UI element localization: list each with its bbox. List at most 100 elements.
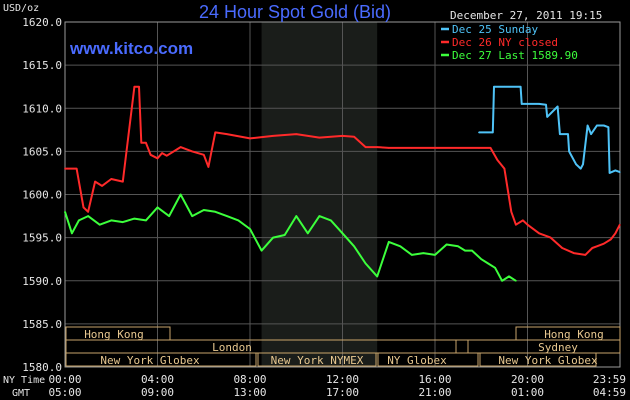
data-point <box>87 210 89 213</box>
data-point <box>165 154 168 157</box>
timestamp: December 27, 2011 19:15 <box>450 9 602 22</box>
legend-label-dec25: Dec 25 Sunday <box>452 23 538 36</box>
data-point <box>226 215 228 217</box>
x-tick-label-gmt: 17:00 <box>326 386 359 399</box>
data-point <box>545 104 547 106</box>
data-point <box>156 206 159 209</box>
data-point <box>538 232 540 235</box>
data-point <box>122 221 124 223</box>
data-point <box>202 209 205 211</box>
data-point <box>596 245 598 248</box>
data-point <box>168 215 170 217</box>
session-label-sydney: Sydney <box>538 341 578 354</box>
data-point <box>591 247 594 249</box>
data-point <box>603 124 605 127</box>
data-point <box>609 238 612 241</box>
data-point <box>295 215 298 217</box>
data-point <box>508 275 510 278</box>
data-point <box>122 180 124 183</box>
data-point <box>179 146 182 148</box>
gmt-label: GMT <box>12 388 30 399</box>
data-point <box>572 252 575 254</box>
data-point <box>522 219 524 222</box>
y-tick-label: 1585.0 <box>22 318 62 331</box>
data-point <box>503 85 506 88</box>
data-point <box>260 249 263 252</box>
data-point <box>249 228 251 230</box>
data-point <box>575 163 577 166</box>
y-tick-label: 1605.0 <box>22 145 62 158</box>
data-point <box>364 262 367 265</box>
session-label-hong-kong-2: Hong Kong <box>544 328 604 341</box>
data-point <box>237 219 240 222</box>
legend: Dec 25 Sunday Dec 26 NY closed Dec 27 La… <box>441 23 578 62</box>
data-point <box>98 223 101 226</box>
data-point <box>133 217 136 220</box>
data-point <box>283 234 286 236</box>
data-point <box>614 169 617 172</box>
data-point <box>149 154 152 156</box>
x-tick-label-gmt: 04:59 <box>593 386 626 399</box>
session-box-nymex <box>257 352 377 367</box>
x-tick-label-ny: 20:00 <box>511 373 544 386</box>
data-point <box>471 249 473 252</box>
data-point <box>464 249 466 252</box>
data-point <box>145 141 147 144</box>
data-point <box>214 210 217 213</box>
data-point <box>272 236 274 239</box>
data-point <box>603 242 605 245</box>
legend-label-dec26: Dec 26 NY closed <box>452 36 558 49</box>
data-point <box>71 232 73 235</box>
data-point <box>140 141 143 144</box>
data-point <box>596 124 598 127</box>
x-tick-label-gmt: 21:00 <box>418 386 451 399</box>
data-point <box>614 232 617 235</box>
x-tick-label-ny: 16:00 <box>418 373 451 386</box>
data-point <box>249 137 251 140</box>
data-point <box>515 223 517 226</box>
series-line-dec25 <box>478 85 621 174</box>
data-point <box>78 219 80 222</box>
series-line-dec27 <box>64 193 517 282</box>
data-point <box>478 147 480 149</box>
y-tick-label: 1595.0 <box>22 232 62 245</box>
data-point <box>387 147 390 149</box>
series-lines <box>64 85 621 282</box>
data-point <box>110 178 113 180</box>
x-tick-label-ny: 12:00 <box>326 373 359 386</box>
data-point <box>145 219 147 222</box>
session-label-nymex: New York NYMEX <box>271 354 364 367</box>
data-point <box>411 254 413 256</box>
data-point <box>387 241 390 243</box>
session-label-hong-kong-1: Hong Kong <box>84 328 144 341</box>
data-point <box>496 159 499 161</box>
y-tick-labels: 1620.0 1615.0 1610.0 1605.0 1600.0 1595.0 1590… <box>22 16 62 374</box>
y-tick-label: 1615.0 <box>22 59 62 72</box>
data-point <box>202 154 205 156</box>
data-point <box>161 152 163 154</box>
data-point <box>376 146 378 148</box>
data-point <box>480 258 483 260</box>
data-point <box>445 243 448 246</box>
website-label: www.kitco.com <box>69 39 193 58</box>
x-tick-label-ny: 23:59 <box>593 373 626 386</box>
data-point <box>87 215 89 217</box>
data-point <box>457 245 459 248</box>
session-box-nyg-1 <box>65 352 257 367</box>
legend-label-dec27: Dec 27 Last 1589.90 <box>452 49 578 62</box>
data-point <box>487 262 489 265</box>
data-point <box>411 147 413 149</box>
data-point <box>295 133 298 135</box>
data-point <box>501 279 503 282</box>
data-point <box>353 135 355 138</box>
data-point <box>353 245 355 248</box>
x-tick-label-gmt: 05:00 <box>48 386 81 399</box>
data-point <box>191 215 193 217</box>
data-point <box>214 131 217 134</box>
data-point <box>546 116 548 118</box>
data-point <box>510 210 513 213</box>
data-point <box>138 85 140 88</box>
data-point <box>110 219 113 222</box>
data-point <box>133 85 136 88</box>
